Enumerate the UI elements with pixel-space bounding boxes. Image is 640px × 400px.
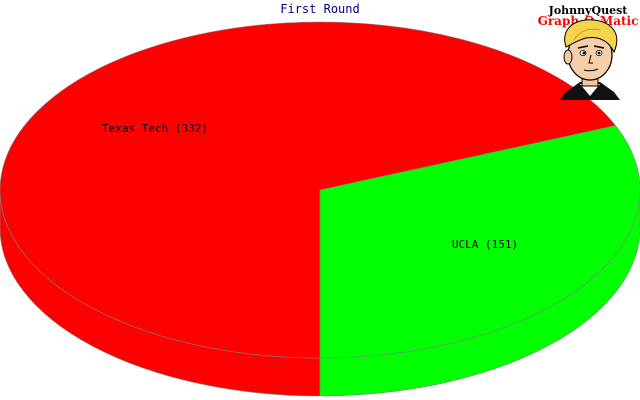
pie-labels-layer: Texas Tech (332) UCLA (151) — [102, 122, 518, 251]
slice-label-ucla: UCLA (151) — [452, 238, 518, 251]
chart-title: First Round — [280, 2, 359, 16]
logo-title-line1: JohnnyQuest — [548, 4, 629, 17]
pie-top-layer — [0, 21, 640, 359]
pie-slice-texas-tech — [0, 21, 617, 359]
slice-label-texas-tech: Texas Tech (332) — [102, 122, 208, 135]
boy-face-icon — [560, 19, 620, 100]
pie-slice-ucla — [319, 125, 640, 359]
johnny-quest-logo: JohnnyQuest Graph-O-Matic — [538, 4, 638, 100]
